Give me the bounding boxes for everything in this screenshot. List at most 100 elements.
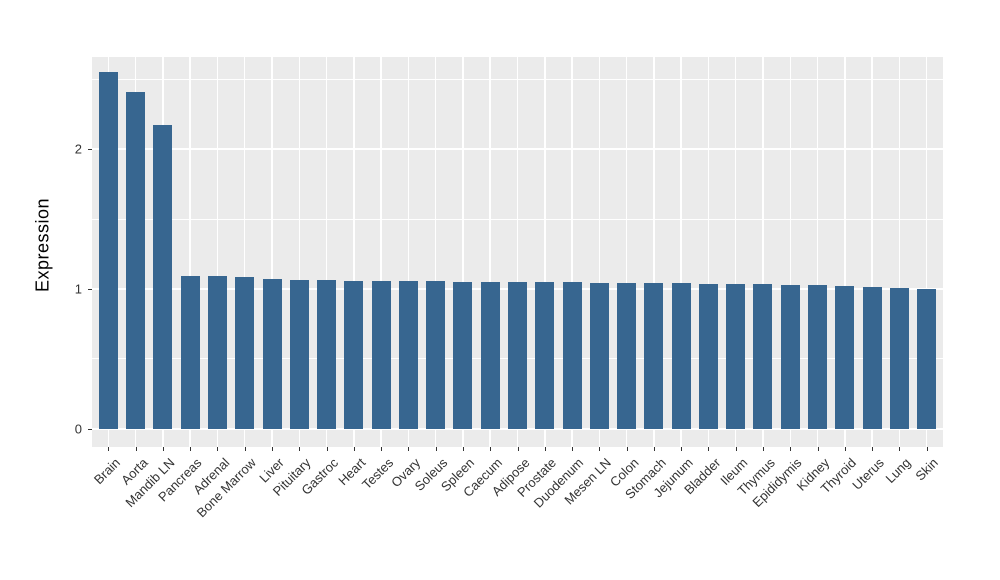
bar-ovary [398,281,418,429]
bar-testes [371,280,391,429]
category-gridline [680,57,682,447]
bar-duodenum [562,282,582,429]
x-tick-mark [817,447,819,451]
y-axis-title: Expression [32,197,53,293]
x-tick-label-skin: Skin [912,455,942,484]
bar-adipose [508,282,527,429]
bar-liver [262,278,282,429]
category-gridline [407,57,410,447]
category-gridline [898,57,901,447]
category-gridline [871,57,873,447]
category-gridline [216,57,219,447]
x-tick-mark [899,447,901,451]
bar-ileum [726,284,746,429]
x-tick-mark [353,447,355,451]
bar-jejunum [671,283,691,429]
bar-skin [917,288,937,429]
category-gridline [189,57,191,447]
bar-adrenal [207,276,227,429]
bar-bladder [698,283,718,429]
y-tick-mark [88,149,92,151]
x-tick-mark [381,447,383,451]
x-tick-mark [326,447,328,451]
x-tick-label-brain: Brain [90,455,123,488]
bar-kidney [808,285,828,429]
x-tick-mark [790,447,792,451]
bar-thyroid [835,285,855,429]
category-gridline [707,57,710,447]
category-gridline [625,57,628,447]
category-gridline [789,57,791,447]
y-tick-mark [88,428,92,430]
x-tick-mark [408,447,410,451]
bar-spleen [453,281,473,429]
category-gridline [598,57,601,447]
x-tick-mark [653,447,655,451]
category-gridline [544,57,546,447]
x-tick-mark [872,447,874,451]
category-gridline [489,57,491,447]
bar-lung [889,287,909,429]
bar-bone-marrow [235,277,255,429]
x-tick-mark [599,447,601,451]
category-gridline [434,57,437,447]
bar-caecum [480,281,500,429]
plot-panel [92,57,943,447]
bar-soleus [426,281,446,429]
category-gridline [762,57,764,447]
bar-uterus [862,286,882,429]
category-gridline [243,57,246,447]
y-tick-mark [88,289,92,291]
x-tick-mark [517,447,519,451]
bar-prostate [535,282,555,429]
x-tick-mark [735,447,737,451]
bar-pancreas [180,275,200,429]
bar-brain [98,72,118,429]
category-gridline [844,57,846,447]
bar-thymus [753,284,773,429]
x-tick-mark [681,447,683,451]
x-tick-mark [435,447,437,451]
x-tick-mark [108,447,110,451]
x-tick-mark [217,447,219,451]
x-tick-mark [299,447,301,451]
bar-aorta [126,91,146,429]
bar-mesen-ln [589,282,609,429]
x-tick-mark [762,447,764,451]
x-tick-mark [190,447,192,451]
bar-pituitary [289,279,309,429]
bar-gastroc [317,280,337,429]
x-tick-label-lung: Lung [882,455,914,487]
x-tick-mark [244,447,246,451]
x-tick-mark [708,447,710,451]
category-gridline [516,57,519,447]
x-tick-mark [162,447,164,451]
x-tick-mark [844,447,846,451]
category-gridline [925,57,928,447]
x-tick-mark [272,447,274,451]
category-gridline [734,57,737,447]
x-tick-mark [626,447,628,451]
y-tick-label: 1 [74,281,82,297]
category-gridline [571,57,573,447]
bar-mandib-ln [153,125,173,429]
x-tick-mark [490,447,492,451]
category-gridline [298,57,301,447]
x-tick-mark [572,447,574,451]
x-tick-mark [544,447,546,451]
bar-colon [617,282,637,429]
bar-heart [344,280,364,429]
bar-stomach [644,283,664,429]
x-tick-mark [462,447,464,451]
category-gridline [325,57,328,447]
y-tick-label: 0 [74,421,82,437]
y-tick-label: 2 [74,141,82,157]
x-tick-mark [926,447,928,451]
category-gridline [816,57,819,447]
category-gridline [271,57,273,447]
category-gridline [653,57,655,447]
bar-epididymis [780,284,800,429]
x-tick-mark [135,447,137,451]
category-gridline [353,57,355,447]
